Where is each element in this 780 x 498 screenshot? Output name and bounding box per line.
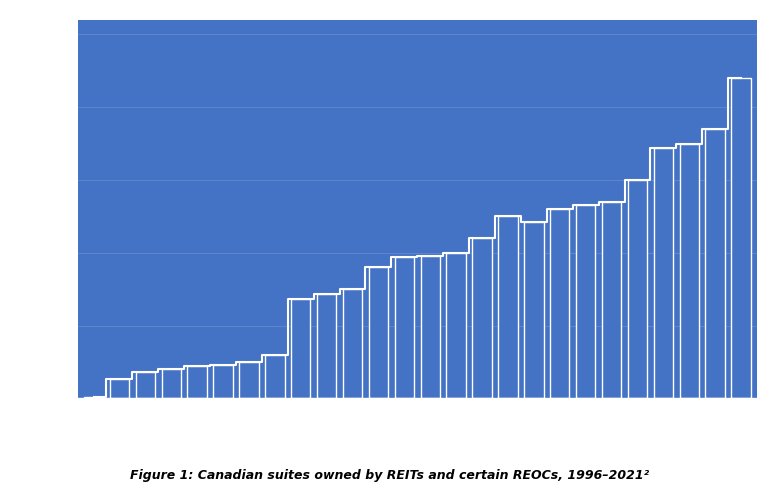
Bar: [343, 289, 362, 398]
Bar: [473, 238, 491, 398]
Bar: [550, 209, 569, 398]
Bar: [83, 397, 103, 398]
Bar: [732, 78, 751, 398]
Bar: [420, 256, 440, 398]
Bar: [265, 355, 285, 398]
Bar: [395, 257, 414, 398]
Bar: [679, 143, 699, 398]
Bar: [291, 299, 310, 398]
Bar: [317, 294, 336, 398]
Bar: [136, 372, 155, 398]
Bar: [214, 365, 232, 398]
Bar: [602, 202, 621, 398]
Text: Figure 1: Canadian suites owned by REITs and certain REOCs, 1996–2021²: Figure 1: Canadian suites owned by REITs…: [130, 469, 650, 482]
Bar: [524, 222, 544, 398]
Bar: [110, 379, 129, 398]
Bar: [161, 370, 181, 398]
Bar: [187, 367, 207, 398]
Bar: [369, 267, 388, 398]
Bar: [239, 362, 259, 398]
Bar: [628, 180, 647, 398]
Bar: [498, 217, 518, 398]
Bar: [576, 205, 595, 398]
Bar: [705, 129, 725, 398]
Bar: [446, 253, 466, 398]
Bar: [654, 148, 673, 398]
